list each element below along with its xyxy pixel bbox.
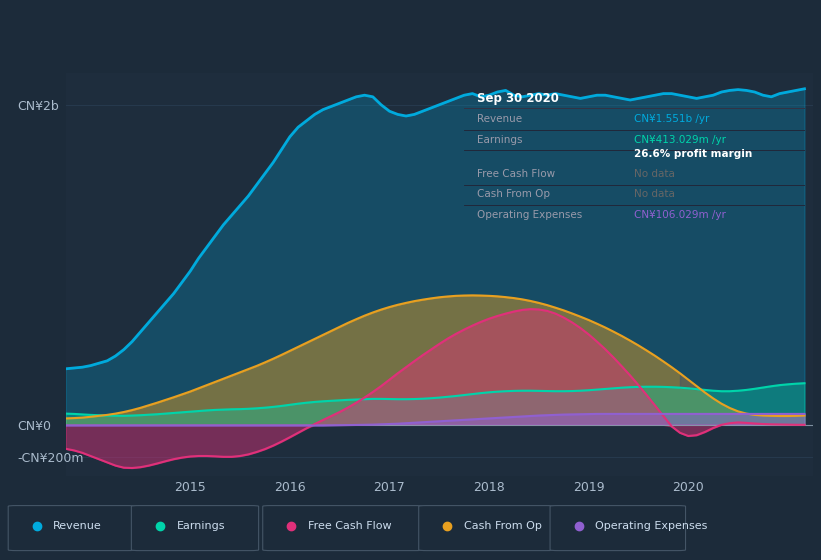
Text: Operating Expenses: Operating Expenses	[595, 521, 708, 531]
Text: Earnings: Earnings	[177, 521, 225, 531]
FancyBboxPatch shape	[8, 506, 135, 550]
FancyBboxPatch shape	[419, 506, 554, 550]
Text: Cash From Op: Cash From Op	[478, 189, 551, 199]
Text: CN¥413.029m /yr: CN¥413.029m /yr	[635, 134, 727, 144]
Text: Operating Expenses: Operating Expenses	[478, 210, 583, 220]
Text: No data: No data	[635, 189, 675, 199]
Text: Free Cash Flow: Free Cash Flow	[478, 169, 556, 179]
Text: CN¥106.029m /yr: CN¥106.029m /yr	[635, 210, 726, 220]
Text: Earnings: Earnings	[478, 134, 523, 144]
Text: 26.6% profit margin: 26.6% profit margin	[635, 148, 753, 158]
FancyBboxPatch shape	[550, 506, 686, 550]
Text: Revenue: Revenue	[478, 114, 523, 124]
Text: Cash From Op: Cash From Op	[464, 521, 542, 531]
Text: Sep 30 2020: Sep 30 2020	[478, 92, 559, 105]
Text: CN¥1.551b /yr: CN¥1.551b /yr	[635, 114, 709, 124]
Text: Free Cash Flow: Free Cash Flow	[308, 521, 392, 531]
Text: No data: No data	[635, 169, 675, 179]
FancyBboxPatch shape	[131, 506, 259, 550]
FancyBboxPatch shape	[263, 506, 423, 550]
Text: Revenue: Revenue	[53, 521, 102, 531]
